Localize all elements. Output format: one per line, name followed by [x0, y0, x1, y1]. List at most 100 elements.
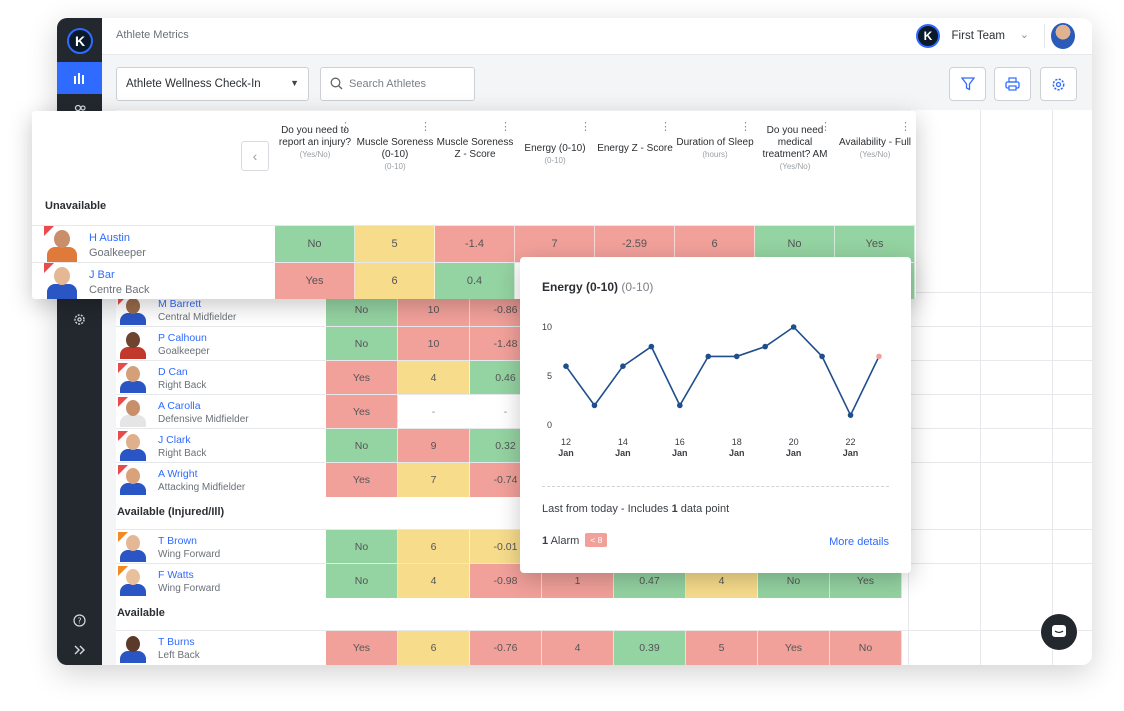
- metric-cell[interactable]: No: [275, 226, 355, 263]
- column-menu-icon[interactable]: ⋮: [500, 121, 511, 133]
- chevron-down-icon[interactable]: ⌄: [1019, 29, 1029, 41]
- metric-cell[interactable]: 6: [398, 631, 470, 665]
- metric-cell[interactable]: No: [755, 226, 835, 263]
- x-tick-label: 18: [732, 437, 742, 447]
- column-header[interactable]: ⋮ Do you need to report an injury? (Yes/No…: [275, 121, 355, 160]
- gear-icon: [1052, 78, 1065, 90]
- table-row[interactable]: H Austin Goalkeeper No 5 -1.4 7 -2.59 6 …: [32, 225, 916, 263]
- column-header[interactable]: ⋮ Muscle Soreness (0-10) (0-10): [355, 122, 435, 172]
- metric-cell[interactable]: 0.39: [614, 631, 686, 665]
- column-header[interactable]: ⋮ Energy (0-10) (0-10): [515, 122, 595, 166]
- metric-cell[interactable]: Yes: [275, 263, 355, 299]
- column-title: Muscle Soreness (0-10): [356, 137, 434, 160]
- athlete-name[interactable]: T Brown: [158, 535, 197, 547]
- metric-cell[interactable]: 10: [398, 327, 470, 361]
- column-menu-icon[interactable]: ⋮: [900, 121, 911, 133]
- metric-cell[interactable]: 6: [355, 263, 435, 299]
- athlete-name[interactable]: P Calhoun: [158, 332, 207, 344]
- metric-cell[interactable]: 5: [686, 631, 758, 665]
- metric-cell[interactable]: Yes: [835, 226, 915, 263]
- metric-cell[interactable]: 6: [675, 226, 755, 263]
- metric-cell[interactable]: Yes: [326, 395, 398, 429]
- athlete-cell: T Brown Wing Forward: [116, 530, 326, 564]
- print-button[interactable]: [994, 67, 1031, 101]
- metric-cell[interactable]: 4: [398, 361, 470, 395]
- metric-cell[interactable]: Yes: [326, 631, 398, 665]
- search-input[interactable]: Search Athletes: [320, 67, 475, 101]
- column-header[interactable]: ⋮ Duration of Sleep (hours): [675, 122, 755, 160]
- athlete-cell: M Barrett Central Midfielder: [116, 293, 326, 327]
- column-menu-icon[interactable]: ⋮: [580, 121, 591, 133]
- metric-cell[interactable]: No: [326, 530, 398, 564]
- app-logo[interactable]: K: [67, 28, 93, 54]
- athlete-position: Defensive Midfielder: [158, 414, 249, 425]
- athlete-name[interactable]: T Burns: [158, 636, 195, 648]
- column-title: Duration of Sleep: [676, 137, 754, 148]
- team-selector[interactable]: First Team: [951, 30, 1005, 42]
- metric-cell[interactable]: Yes: [326, 361, 398, 395]
- metric-cell[interactable]: No: [830, 631, 902, 665]
- metric-cell[interactable]: 6: [398, 530, 470, 564]
- form-select[interactable]: Athlete Wellness Check-In ▼: [116, 67, 309, 101]
- athlete-name[interactable]: A Carolla: [158, 400, 201, 412]
- metric-cell[interactable]: 9: [398, 429, 470, 463]
- athlete-position: Central Midfielder: [158, 312, 237, 323]
- column-unit: (Yes/No): [859, 150, 891, 159]
- metrics-nav-icon[interactable]: [57, 62, 102, 94]
- metric-cell[interactable]: -0.76: [470, 631, 542, 665]
- metric-cell[interactable]: Yes: [758, 631, 830, 665]
- table-row[interactable]: T Burns Left Back Yes 6 -0.76 4 0.39 5 Y…: [116, 630, 1092, 665]
- x-tick-label: 16: [675, 437, 685, 447]
- column-header[interactable]: ⋮ Availability - Full (Yes/No): [835, 122, 915, 160]
- expand-sidebar-icon[interactable]: [57, 634, 102, 665]
- metric-cell[interactable]: No: [326, 564, 398, 598]
- column-header[interactable]: ⋮ Do you need medical treatment? AM (Yes/N…: [755, 121, 835, 172]
- metric-cell[interactable]: 7: [515, 226, 595, 263]
- avatar: [118, 566, 148, 596]
- athletes-nav-icon[interactable]: [57, 94, 102, 126]
- table-row[interactable]: A Carolla Defensive Midfielder Yes - -: [116, 394, 1092, 429]
- top-bar: Athlete Metrics K First Team ⌄: [102, 18, 1092, 55]
- athlete-name[interactable]: F Watts: [158, 569, 194, 581]
- column-unit: (Yes/No): [299, 150, 331, 159]
- column-title: Energy Z - Score: [597, 143, 673, 154]
- filter-button[interactable]: [949, 67, 986, 101]
- y-tick-label: 0: [547, 420, 552, 430]
- metric-cell[interactable]: Yes: [326, 463, 398, 497]
- column-menu-icon[interactable]: ⋮: [820, 121, 831, 133]
- metric-cell[interactable]: 4: [398, 564, 470, 598]
- metric-cell[interactable]: 4: [542, 631, 614, 665]
- avatar: [118, 465, 148, 495]
- metric-cell[interactable]: -1.4: [435, 226, 515, 263]
- column-menu-icon[interactable]: ⋮: [420, 121, 431, 133]
- athlete-name[interactable]: J Bar: [89, 269, 115, 281]
- athlete-name[interactable]: D Can: [158, 366, 188, 378]
- popover-note: Last from today - Includes 1 data point: [542, 503, 729, 515]
- metric-cell[interactable]: -: [398, 395, 470, 429]
- column-header[interactable]: ⋮ Muscle Soreness Z - Score: [435, 122, 515, 162]
- athlete-name[interactable]: M Barrett: [158, 298, 202, 310]
- chat-button[interactable]: [1041, 614, 1077, 650]
- scroll-left-button[interactable]: ‹: [241, 141, 269, 171]
- settings-button[interactable]: [1040, 67, 1077, 101]
- column-menu-icon[interactable]: ⋮: [660, 121, 671, 133]
- metric-cell[interactable]: No: [326, 429, 398, 463]
- metric-cell[interactable]: No: [326, 327, 398, 361]
- athlete-name[interactable]: J Clark: [158, 434, 191, 446]
- metric-cell[interactable]: 0.4: [435, 263, 515, 299]
- table-row[interactable]: A Wright Attacking Midfielder Yes 7 -0.7…: [116, 462, 1092, 497]
- settings-nav-icon[interactable]: [57, 303, 102, 335]
- avatar[interactable]: [1051, 23, 1075, 49]
- column-menu-icon[interactable]: ⋮: [340, 121, 351, 133]
- column-menu-icon[interactable]: ⋮: [740, 121, 751, 133]
- help-icon[interactable]: ?: [57, 604, 102, 636]
- athlete-name[interactable]: H Austin: [89, 232, 130, 244]
- more-details-link[interactable]: More details: [829, 536, 889, 548]
- table-row[interactable]: J Clark Right Back No 9 0.32: [116, 428, 1092, 463]
- column-header[interactable]: ⋮ Energy Z - Score: [595, 122, 675, 156]
- metric-cell[interactable]: 5: [355, 226, 435, 263]
- metric-cell[interactable]: 7: [398, 463, 470, 497]
- athlete-name[interactable]: A Wright: [158, 468, 198, 480]
- metric-cell[interactable]: -2.59: [595, 226, 675, 263]
- x-tick-month: Jan: [729, 448, 745, 458]
